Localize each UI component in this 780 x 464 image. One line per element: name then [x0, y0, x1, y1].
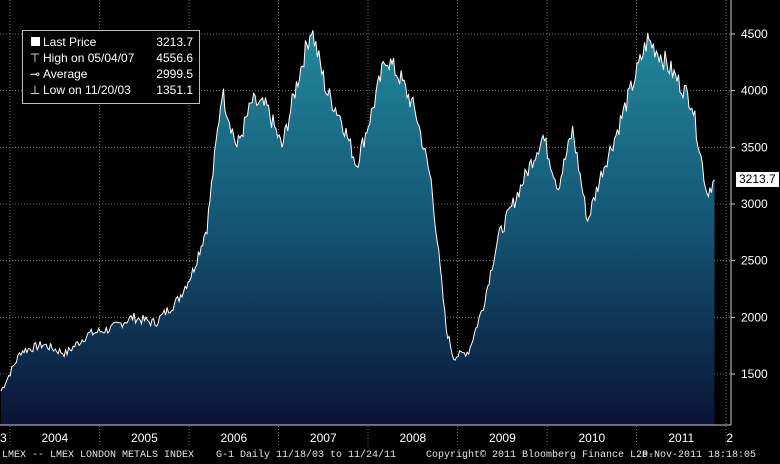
x-tick-label: 2006	[220, 431, 247, 445]
legend-label: Low on 11/20/03	[43, 83, 131, 97]
legend-low: ⊥ Low on 11/20/03 1351.1	[29, 82, 193, 98]
y-tick-label: 4500	[741, 27, 768, 41]
legend-label: Average	[43, 67, 88, 81]
legend-value: 3213.7	[156, 35, 193, 49]
legend-value: 4556.6	[156, 51, 193, 65]
low-marker-icon: ⊥	[29, 83, 41, 97]
y-tick-label: 3500	[741, 140, 768, 154]
y-tick-label: 3000	[741, 197, 768, 211]
series-area	[1, 30, 715, 426]
x-tick-label: 2010	[578, 431, 605, 445]
legend-high: ⊤ High on 05/04/07 4556.6	[29, 50, 193, 66]
x-tick-label: 2004	[41, 431, 68, 445]
footer-range: G-1 Daily 11/18/03 to 11/24/11	[216, 450, 397, 461]
x-tick-label: 2007	[310, 431, 337, 445]
square-icon	[29, 34, 41, 50]
legend-average: ⊸ Average 2999.5	[29, 66, 193, 82]
x-tick-labels: 2004 2005 2006 2007 2008 2009 2010 2011 3 2	[0, 431, 733, 445]
x-tick-label: 2005	[131, 431, 158, 445]
footer-bar: LMEX -- LMEX LONDON METALS INDEX G-1 Dai…	[0, 447, 780, 464]
x-tick-label-partial: 2	[726, 431, 733, 445]
footer-security: LMEX -- LMEX LONDON METALS INDEX	[2, 450, 195, 461]
y-tick-labels: 1500 2000 2500 3000 3500 4000 4500	[731, 27, 768, 381]
x-tick-label-partial: 3	[0, 431, 7, 445]
average-line-icon: ⊸	[29, 67, 41, 81]
y-tick-label: 2000	[741, 310, 768, 324]
footer-timestamp: 25-Nov-2011 18:18:05	[636, 450, 757, 461]
x-tick-label: 2009	[489, 431, 516, 445]
legend-value: 2999.5	[156, 67, 193, 81]
last-price-tag: 3213.7	[736, 172, 779, 187]
x-tick-label: 2008	[399, 431, 426, 445]
y-tick-label: 2500	[741, 254, 768, 268]
legend-label: High on 05/04/07	[43, 51, 135, 65]
high-marker-icon: ⊤	[29, 51, 41, 65]
legend-box: Last Price 3213.7 ⊤ High on 05/04/07 455…	[22, 30, 200, 104]
y-tick-label: 4000	[741, 84, 768, 98]
y-tick-label: 1500	[741, 367, 768, 381]
x-tick-label: 2011	[668, 431, 694, 445]
footer-copyright: Copyright© 2011 Bloomberg Finance L.P.	[426, 450, 655, 461]
legend-value: 1351.1	[156, 83, 193, 97]
legend-label: Last Price	[43, 35, 97, 49]
legend-last-price: Last Price 3213.7	[29, 34, 193, 50]
series-line	[0, 30, 715, 392]
